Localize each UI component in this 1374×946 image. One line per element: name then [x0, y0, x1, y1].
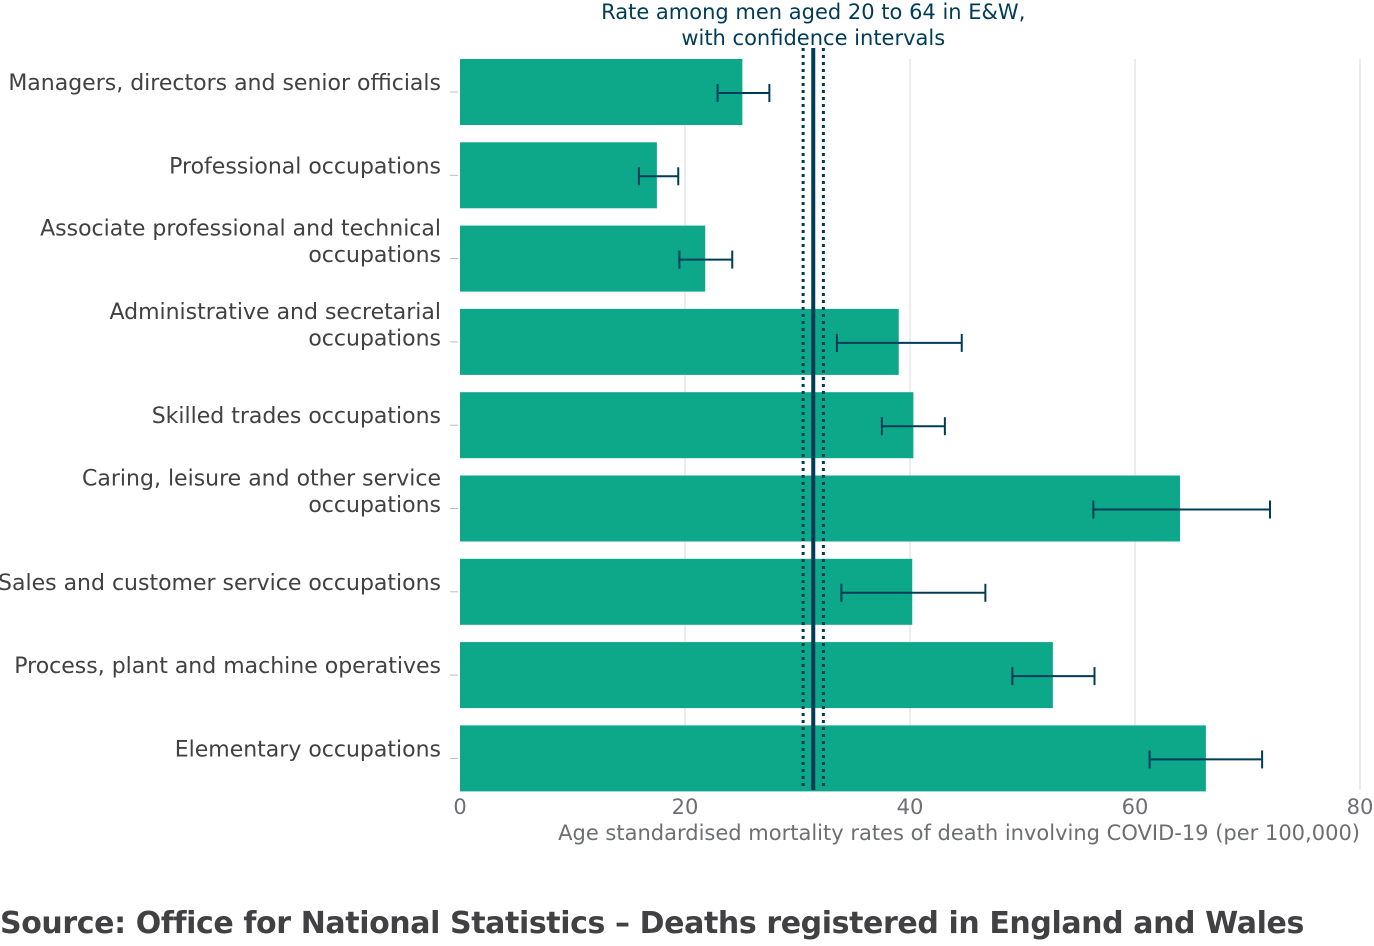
bar — [460, 642, 1053, 709]
category-label: Sales and customer service occupations — [0, 571, 441, 596]
bar — [460, 225, 706, 292]
reference-lines — [801, 48, 825, 790]
reference-label: Rate among men aged 20 to 64 in E&W, with… — [601, 0, 1025, 50]
x-tick-label: 20 — [672, 795, 699, 819]
bar — [460, 475, 1180, 542]
reference-line-label: Rate among men aged 20 to 64 in E&W, with… — [601, 0, 1025, 50]
category-label: Managers, directors and senior officials — [8, 71, 441, 96]
x-tick-label: 0 — [453, 795, 466, 819]
category-labels: Managers, directors and senior officials… — [0, 71, 458, 762]
bar — [460, 308, 899, 375]
category-label: Associate professional and technical occu… — [40, 217, 441, 269]
category-label: Professional occupations — [169, 154, 441, 179]
bars — [460, 59, 1206, 792]
error-bars — [637, 84, 1271, 769]
source-note: Source: Office for National Statistics –… — [0, 906, 1304, 941]
category-label: Administrative and secretarial occupation… — [109, 300, 441, 352]
x-tick-label: 80 — [1347, 795, 1374, 819]
bar — [460, 142, 657, 209]
x-axis-title: Age standardised mortality rates of deat… — [558, 821, 1360, 845]
bar — [460, 59, 743, 125]
x-tick-labels: 0 20 40 60 80 — [453, 795, 1373, 819]
bar — [460, 558, 913, 625]
x-tick-label: 60 — [1122, 795, 1149, 819]
x-tick-label: 40 — [897, 795, 924, 819]
category-label: Elementary occupations — [175, 737, 441, 762]
category-label: Process, plant and machine operatives — [14, 654, 441, 679]
category-label: Caring, leisure and other service occupat… — [82, 467, 441, 519]
category-label: Skilled trades occupations — [152, 404, 441, 429]
bar-chart: Managers, directors and senior officials… — [0, 0, 1373, 845]
bar — [460, 725, 1206, 792]
bar — [460, 392, 914, 459]
